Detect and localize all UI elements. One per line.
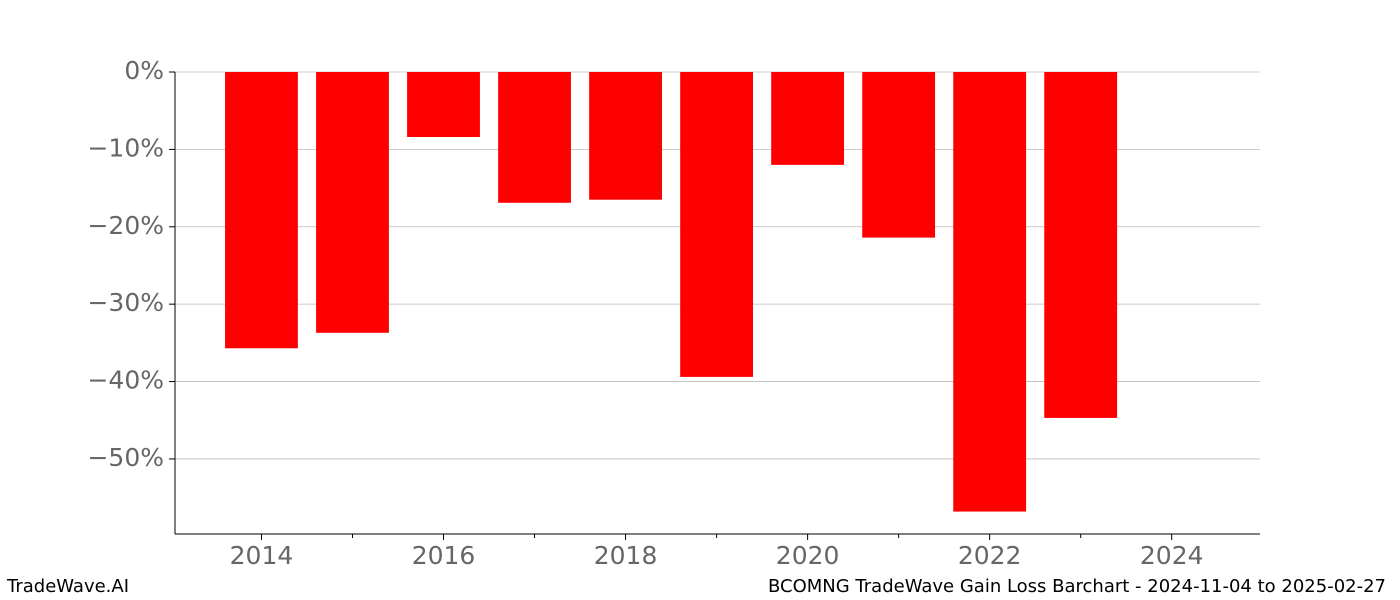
x-tick-label: 2018 xyxy=(594,541,658,570)
bar xyxy=(771,72,845,165)
bar xyxy=(225,72,298,349)
x-tick-label: 2016 xyxy=(412,541,476,570)
bar xyxy=(498,72,571,203)
x-tick-label: 2024 xyxy=(1140,541,1204,570)
y-tick-label: 0% xyxy=(124,56,164,85)
bar xyxy=(862,72,936,238)
y-tick-label: −10% xyxy=(87,133,164,162)
bar xyxy=(953,72,1027,512)
footer-right: BCOMNG TradeWave Gain Loss Barchart - 20… xyxy=(768,576,1386,597)
bar xyxy=(680,72,753,377)
y-tick-label: −30% xyxy=(87,288,164,317)
bar xyxy=(407,72,480,138)
bar xyxy=(1044,72,1118,418)
y-tick-label: −50% xyxy=(87,443,164,472)
x-tick-label: 2022 xyxy=(958,541,1022,570)
y-tick-label: −20% xyxy=(87,211,164,240)
x-tick-label: 2014 xyxy=(230,541,294,570)
x-tick-label: 2020 xyxy=(776,541,840,570)
y-tick-label: −40% xyxy=(87,366,164,395)
bar xyxy=(316,72,389,333)
bar xyxy=(589,72,662,200)
footer-left: TradeWave.AI xyxy=(6,576,129,597)
